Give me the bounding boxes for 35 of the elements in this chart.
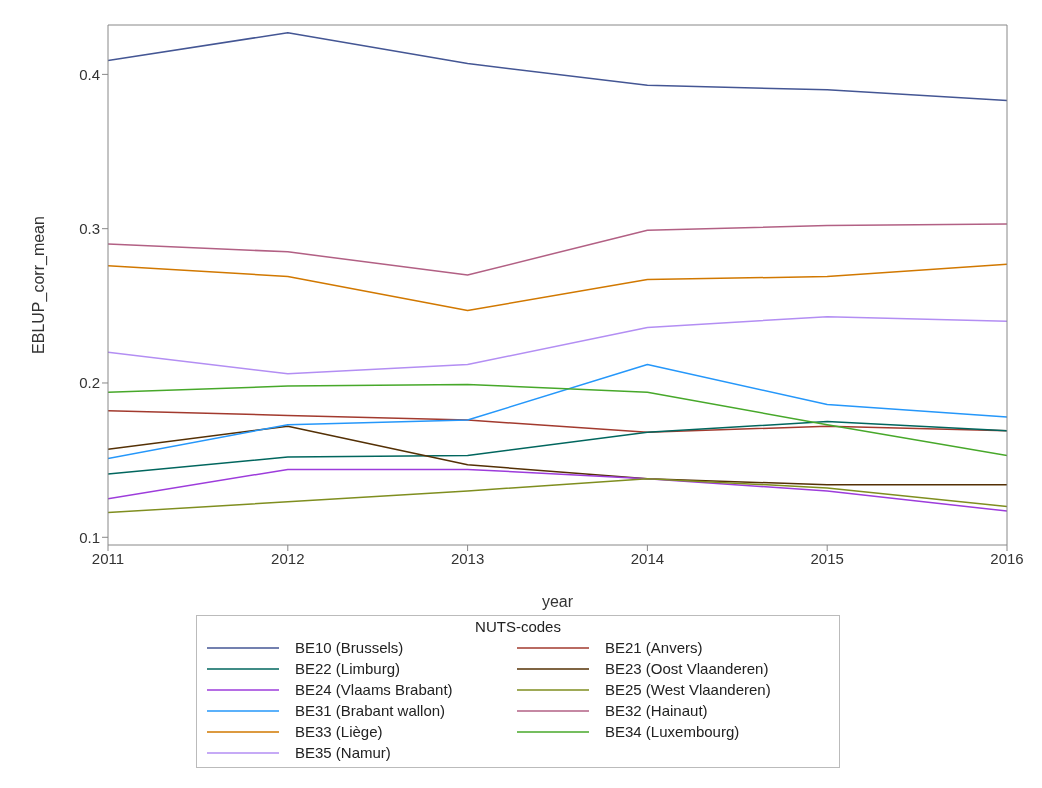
line-series xyxy=(108,425,1007,486)
line-series xyxy=(108,383,1007,457)
y-tick-label: 0.2 xyxy=(79,374,100,392)
legend-label: BE32 (Hainaut) xyxy=(605,701,708,721)
line-series xyxy=(108,410,1007,434)
legend-label: BE31 (Brabant wallon) xyxy=(295,701,446,721)
x-tick-label: 2015 xyxy=(810,549,844,567)
x-axis-title: year xyxy=(541,593,574,610)
line-series xyxy=(108,477,1007,514)
y-tick-label: 0.4 xyxy=(79,65,100,83)
x-tick-label: 2016 xyxy=(990,549,1024,567)
y-axis-title: EBLUP_corr_mean xyxy=(29,216,48,354)
x-tick-label: 2014 xyxy=(630,549,665,567)
line-series xyxy=(108,468,1007,512)
y-tick-label: 0.1 xyxy=(79,528,100,546)
legend-label: BE22 (Limburg) xyxy=(295,659,401,679)
line-series xyxy=(108,363,1007,460)
line-series xyxy=(108,315,1007,375)
legend-label: BE34 (Luxembourg) xyxy=(605,722,740,742)
x-tick-label: 2012 xyxy=(271,549,305,567)
x-tick-label: 2011 xyxy=(91,549,125,567)
y-tick-label: 0.3 xyxy=(79,220,100,237)
legend-title: NUTS-codes xyxy=(474,618,562,635)
line-series xyxy=(108,31,1007,102)
line-series xyxy=(108,223,1007,276)
legend-label: BE23 (Oost Vlaanderen) xyxy=(605,659,769,679)
legend-label: BE35 (Namur) xyxy=(295,743,391,763)
legend-label: BE25 (West Vlaanderen) xyxy=(605,680,771,700)
legend-label: BE10 (Brussels) xyxy=(295,638,404,658)
legend-label: BE21 (Anvers) xyxy=(605,638,703,658)
line-series xyxy=(108,263,1007,312)
legend-label: BE24 (Vlaams Brabant) xyxy=(295,680,453,700)
x-tick-label: 2013 xyxy=(450,549,485,567)
line-series xyxy=(108,420,1007,475)
legend-label: BE33 (Liège) xyxy=(295,722,383,742)
